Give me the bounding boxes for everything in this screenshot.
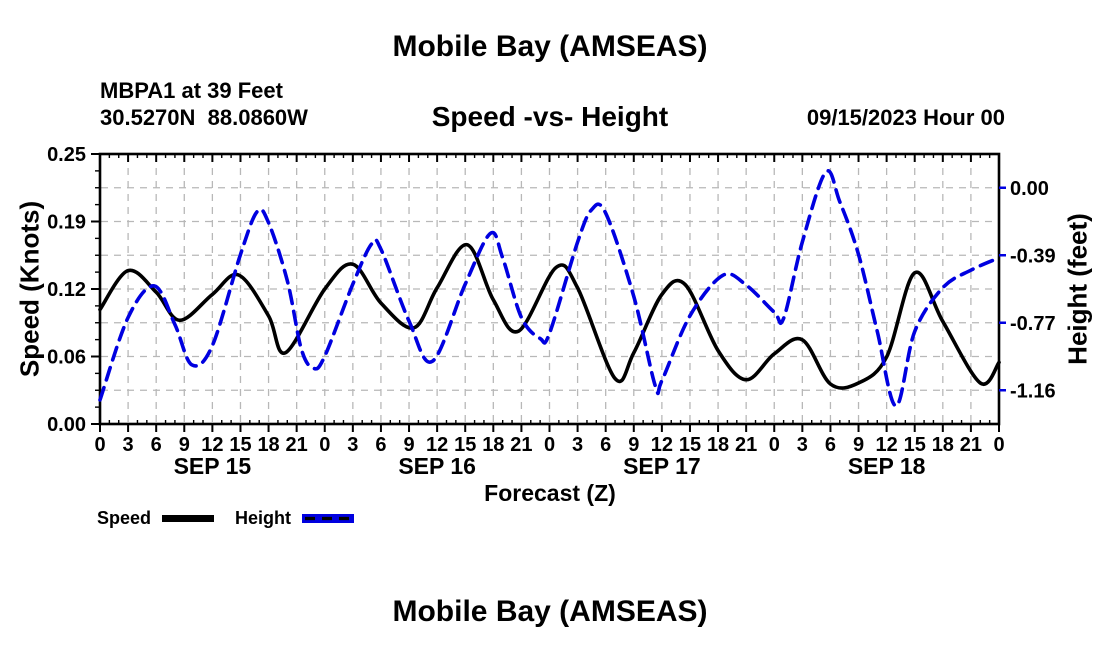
x-tick-label: 0 [769,434,780,456]
x-axis-title: Forecast (Z) [484,480,616,506]
y-left-tick-label: 0.00 [47,414,86,436]
x-tick-label: 3 [572,434,583,456]
y-left-tick-label: 0.06 [47,347,86,369]
x-tick-label: 15 [679,434,701,456]
x-day-label: SEP 15 [174,453,252,479]
x-tick-label: 21 [510,434,532,456]
x-tick-label: 0 [94,434,105,456]
legend-speed-label: Speed [97,508,152,528]
x-tick-label: 12 [426,434,448,456]
x-tick-label: 18 [707,434,729,456]
x-tick-label: 3 [123,434,134,456]
y-right-tick-label: -0.39 [1010,245,1056,267]
y-left-tick-label: 0.19 [47,212,86,234]
y-left-tick-label: 0.12 [47,279,86,301]
x-tick-label: 0 [544,434,555,456]
speed-line-sample [162,514,215,522]
y-right-tick-label: -1.16 [1010,380,1056,402]
forecast-datetime-label: 09/15/2023 Hour 00 [806,105,1005,130]
x-tick-label: 12 [876,434,898,456]
x-tick-label: 21 [960,434,982,456]
x-tick-label: 21 [735,434,757,456]
x-tick-label: 6 [825,434,836,456]
x-day-label: SEP 18 [848,453,926,479]
x-tick-label: 3 [347,434,358,456]
page-title: Mobile Bay (AMSEAS) [392,30,708,63]
legend-speed-line-swatch [162,514,215,522]
height-curve [98,168,1001,408]
x-day-label: SEP 16 [398,453,476,479]
x-tick-label: 6 [600,434,611,456]
legend-height-line-swatch [302,513,355,523]
x-tick-label: 9 [853,434,864,456]
x-tick-label: 15 [229,434,251,456]
speed-curve [98,242,1001,390]
x-tick-label: 15 [904,434,926,456]
legend-height-label: Height [235,508,292,528]
x-tick-label: 9 [179,434,190,456]
y-right-tick-label: 0.00 [1010,178,1049,200]
x-tick-label: 0 [319,434,330,456]
x-tick-label: 6 [151,434,162,456]
x-tick-label: 15 [454,434,476,456]
station-id-label: MBPA1 at 39 Feet [100,78,283,103]
x-tick-label: 18 [932,434,954,456]
x-tick-label: 3 [797,434,808,456]
x-tick-label: 6 [375,434,386,456]
x-day-label: SEP 17 [623,453,701,479]
x-tick-label: 12 [201,434,223,456]
page-title-bottom: Mobile Bay (AMSEAS) [392,595,708,628]
x-tick-label: 9 [628,434,639,456]
chart-subtitle: Speed -vs- Height [431,101,669,132]
x-tick-label: 0 [993,434,1004,456]
x-tick-label: 12 [651,434,673,456]
chart-legend: Speed Height [97,508,355,529]
x-tick-label: 18 [482,434,504,456]
x-tick-label: 21 [286,434,308,456]
x-tick-label: 18 [257,434,279,456]
y-left-tick-label: 0.25 [47,144,86,166]
station-coordinates-label: 30.5270N 88.0860W [100,105,308,130]
x-tick-label: 9 [403,434,414,456]
y-right-tick-label: -0.77 [1010,313,1056,335]
